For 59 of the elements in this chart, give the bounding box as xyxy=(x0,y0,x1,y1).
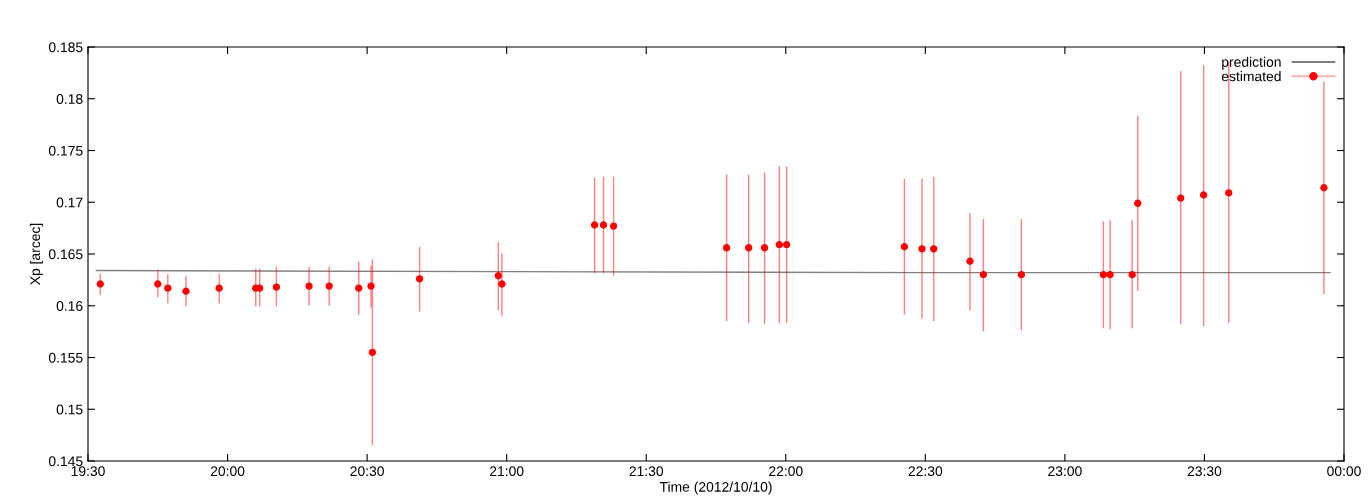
y-tick-label: 0.175 xyxy=(48,145,83,156)
legend-label: prediction xyxy=(1222,56,1281,70)
point xyxy=(355,284,363,292)
y-tick-label: 0.155 xyxy=(48,352,83,363)
y-tick-label: 0.16 xyxy=(56,301,83,311)
point xyxy=(1106,271,1114,279)
point xyxy=(918,245,926,253)
x-tick-label: 22:30 xyxy=(908,466,943,477)
y-tick-label: 0.18 xyxy=(56,94,83,104)
x-tick-label: 00:00 xyxy=(1327,466,1361,477)
point xyxy=(1128,271,1136,279)
x-tick-label: 21:00 xyxy=(489,466,524,477)
point xyxy=(722,244,731,252)
point xyxy=(1177,194,1185,202)
y-tick-label: 0.145 xyxy=(48,456,83,467)
point xyxy=(494,272,502,280)
point xyxy=(367,282,375,290)
point xyxy=(979,271,988,279)
point xyxy=(966,257,974,265)
point xyxy=(599,221,608,229)
x-tick-label: 23:00 xyxy=(1048,466,1082,477)
x-tick-label: 20:30 xyxy=(350,466,384,477)
y-axis-title: Xp [arcec] xyxy=(29,223,43,285)
point xyxy=(415,275,424,283)
point xyxy=(1320,184,1328,192)
point xyxy=(182,287,190,295)
point xyxy=(590,221,599,229)
point xyxy=(1225,189,1233,197)
point xyxy=(164,284,172,292)
point xyxy=(154,280,162,288)
point xyxy=(775,241,784,249)
point xyxy=(1134,199,1142,207)
point xyxy=(1017,271,1026,279)
point xyxy=(96,280,104,288)
x-tick-label: 22:00 xyxy=(769,466,803,477)
point xyxy=(305,282,313,290)
y-tick-label: 0.17 xyxy=(56,197,83,208)
legend-label: estimated xyxy=(1221,71,1281,82)
x-tick-label: 23:30 xyxy=(1187,466,1222,477)
point xyxy=(744,244,753,252)
x-tick-label: 19:30 xyxy=(71,466,105,477)
point xyxy=(368,348,377,356)
y-tick-label: 0.185 xyxy=(48,42,83,53)
point xyxy=(498,280,506,288)
y-tick-label: 0.15 xyxy=(56,404,83,415)
point xyxy=(272,283,281,291)
point xyxy=(900,243,909,251)
point xyxy=(782,241,791,249)
point xyxy=(1099,271,1108,279)
x-tick-label: 20:00 xyxy=(210,466,245,477)
point xyxy=(930,245,938,253)
point xyxy=(325,282,333,290)
y-tick-label: 0.165 xyxy=(48,249,83,260)
x-tick-label: 21:30 xyxy=(629,466,664,477)
point xyxy=(609,222,618,230)
point xyxy=(215,284,223,292)
point xyxy=(1199,191,1208,199)
x-axis-title: Time (2012/10/10) xyxy=(659,481,772,495)
point xyxy=(760,244,769,252)
